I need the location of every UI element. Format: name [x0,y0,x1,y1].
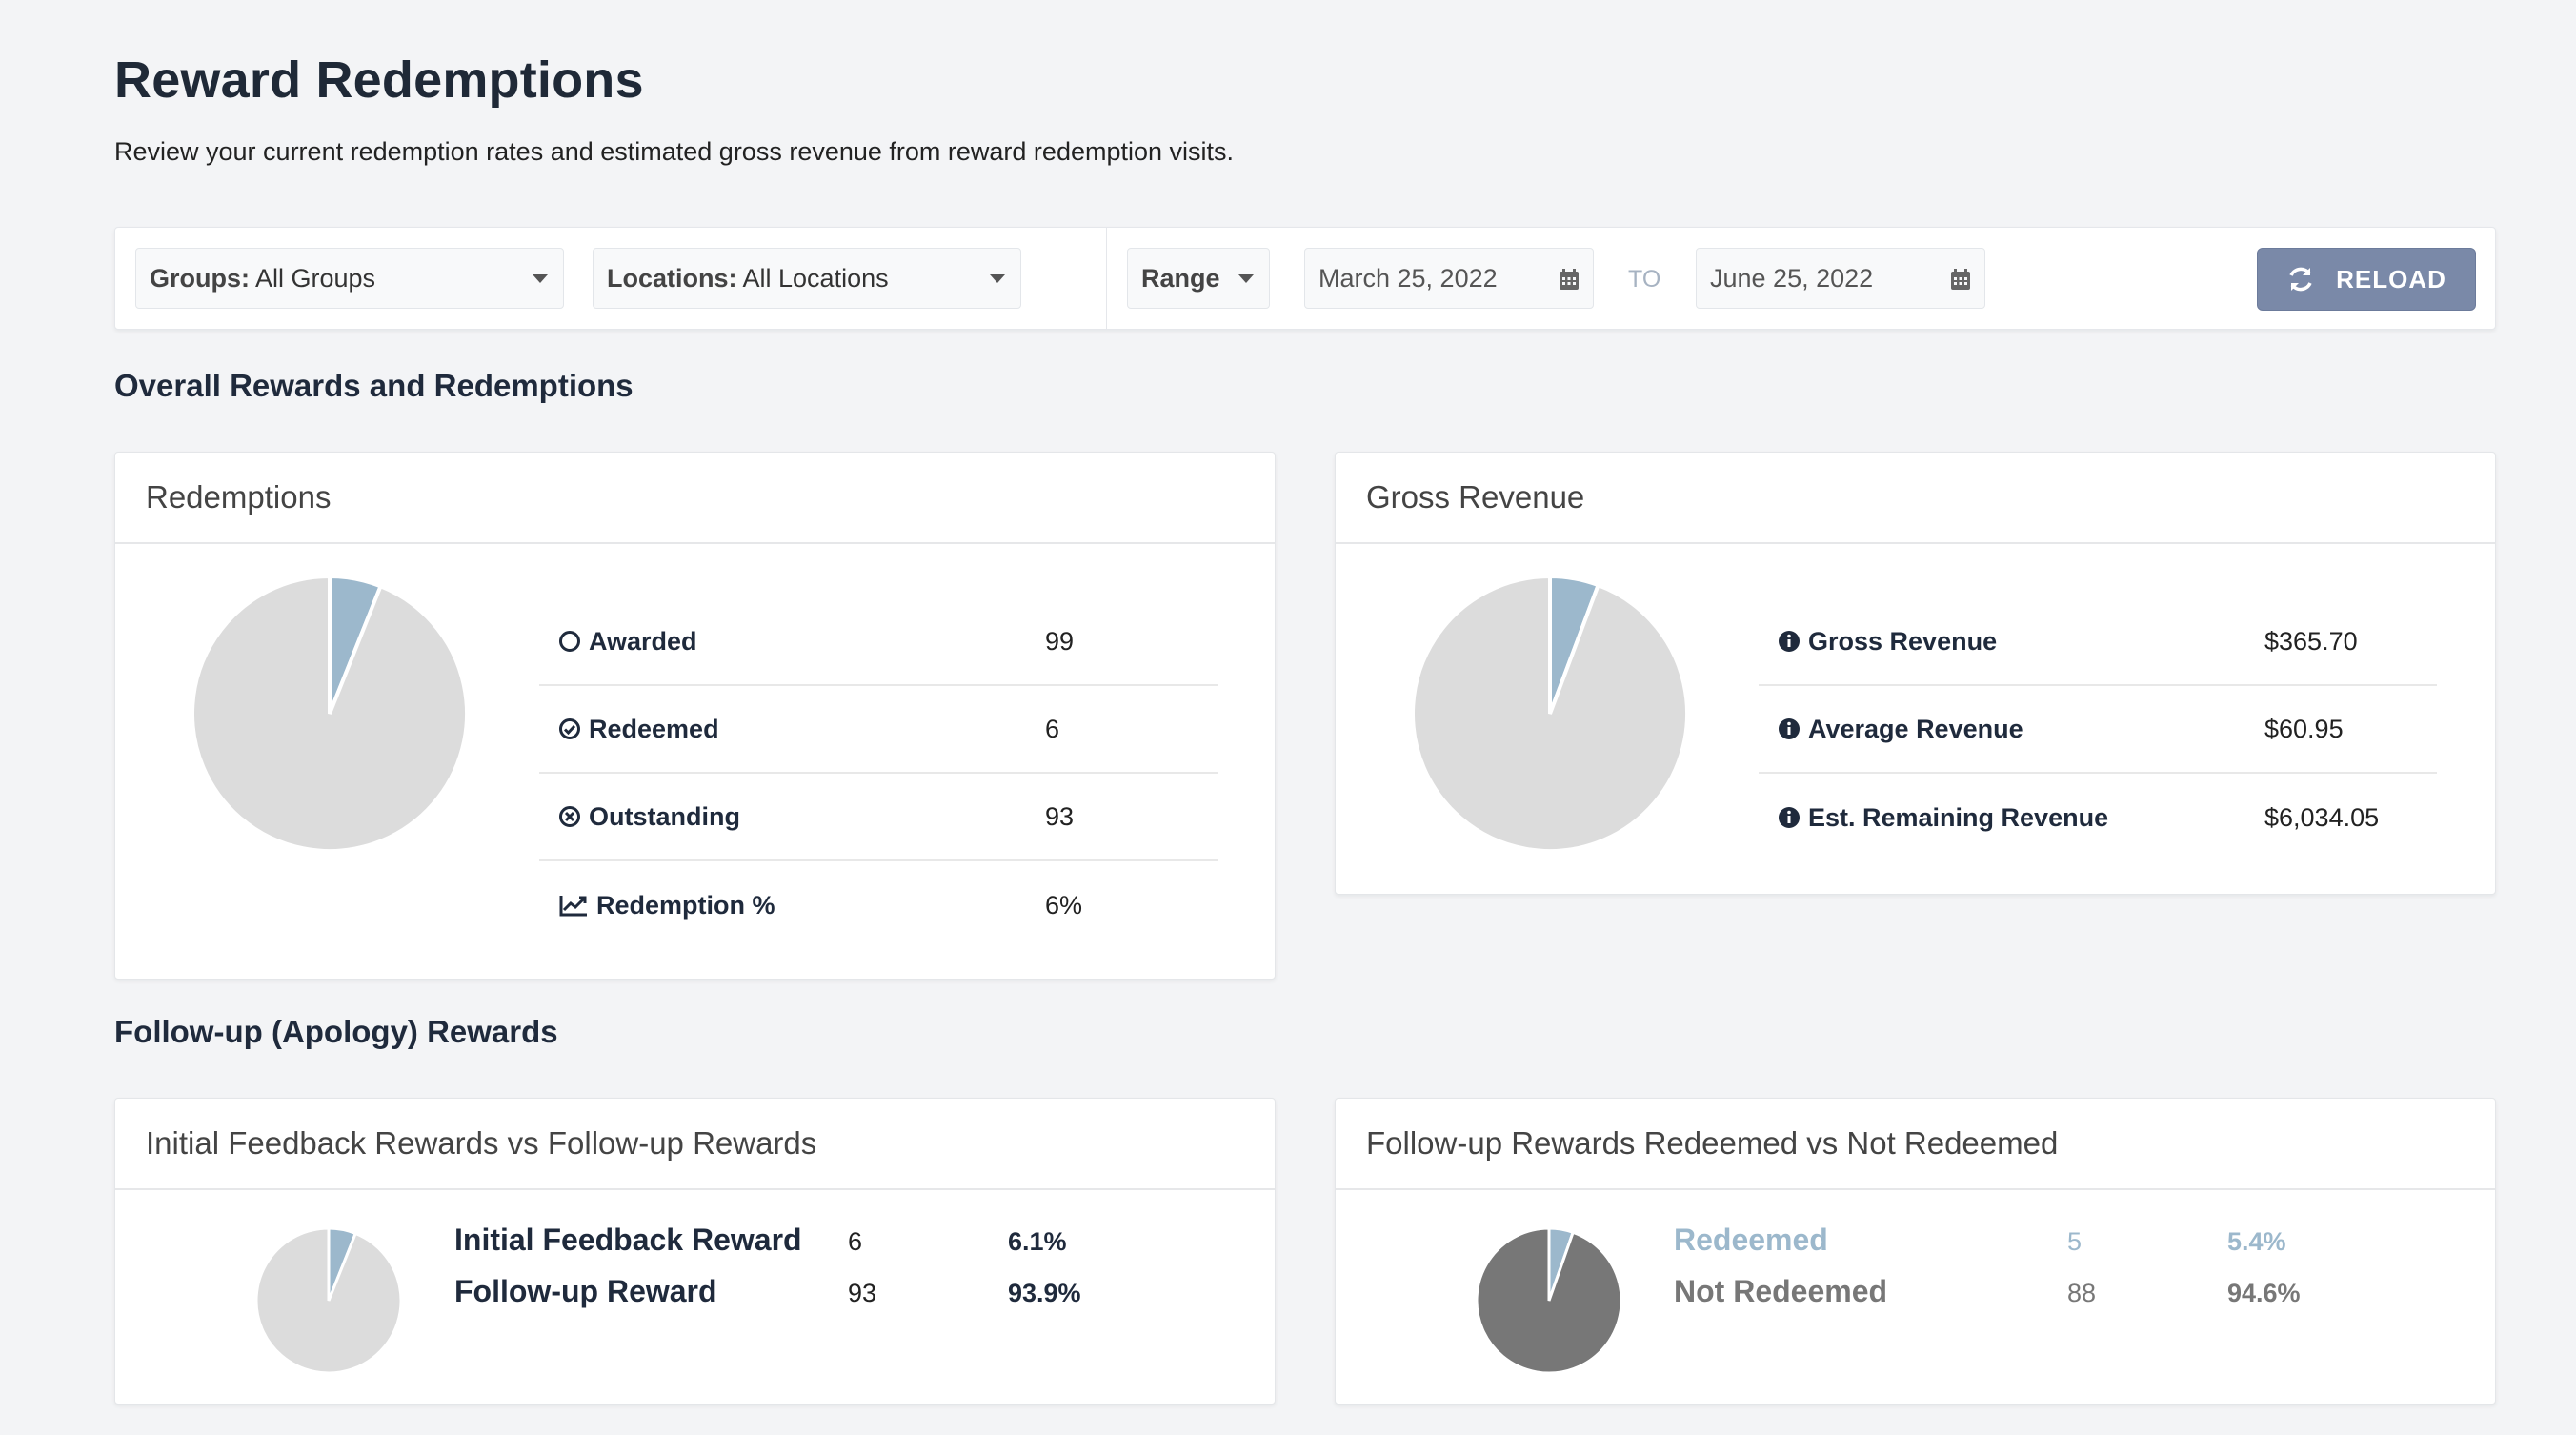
stat-label-text: Est. Remaining Revenue [1808,802,2109,832]
stat-row-redeemed: Redeemed 6 [539,686,1218,774]
locations-value: All Locations [742,263,889,293]
range-label: Range [1141,263,1220,293]
legend-count-not-redeemed: 88 [2067,1279,2097,1307]
stat-value: $60.95 [2264,714,2344,743]
stat-label-text: Redeemed [589,714,719,743]
stat-label-text: Gross Revenue [1808,626,1998,656]
pie-slice-not-redeemed [1475,1226,1623,1375]
check-circle-icon [559,718,580,739]
page-title: Reward Redemptions [114,51,644,109]
legend-label-initial: Initial Feedback Reward [454,1223,802,1257]
info-icon[interactable] [1778,806,1801,829]
line-chart-icon [559,896,587,917]
stat-label-redemption-pct: Redemption % [558,891,775,920]
groups-label: Groups: [150,263,250,293]
legend-count-initial: 6 [848,1227,863,1256]
end-date-input[interactable]: June 25, 2022 [1696,248,1985,309]
chevron-down-icon [1238,274,1254,283]
chevron-down-icon [990,274,1005,283]
legend-pct-initial: 6.1% [1008,1227,1067,1256]
stat-row-outstanding: Outstanding 93 [539,774,1218,861]
stat-label-text: Outstanding [589,801,740,831]
start-date-input[interactable]: March 25, 2022 [1304,248,1594,309]
stat-label-average-revenue[interactable]: Average Revenue [1778,715,2023,744]
end-date-value: June 25, 2022 [1710,263,1874,293]
legend-pct-not-redeemed: 94.6% [2227,1279,2301,1307]
followup-redeemed-pie-chart [1475,1226,1623,1375]
times-circle-icon [559,806,580,827]
stat-label-awarded: Awarded [558,627,697,657]
filter-bar: Groups: All Groups Locations: All Locati… [114,227,2496,330]
locations-label: Locations: [607,263,737,293]
stat-value: 93 [1045,801,1075,831]
groups-value: All Groups [255,263,376,293]
legend-count-redeemed: 5 [2067,1227,2083,1256]
stat-row-average-revenue: Average Revenue $60.95 [1759,686,2437,774]
pie-slice-outstanding [191,575,469,853]
range-select[interactable]: Range [1127,248,1270,309]
start-date-value: March 25, 2022 [1318,263,1498,293]
stat-label-text: Average Revenue [1808,714,2023,743]
section-heading-followup: Follow-up (Apology) Rewards [114,1014,558,1049]
to-label: TO [1628,266,1661,293]
redemptions-pie-chart [191,575,469,853]
divider [1106,228,1107,329]
stat-value: 6% [1045,890,1083,920]
stat-value: $365.70 [2264,626,2358,656]
stat-label-outstanding: Outstanding [558,802,740,832]
legend-label-redeemed: Redeemed [1674,1223,1828,1257]
circle-outline-icon [559,631,580,652]
stat-row-gross-revenue: Gross Revenue $365.70 [1759,598,2437,686]
pie-slice-follow-up-reward [254,1226,403,1375]
calendar-icon[interactable] [1950,268,1971,291]
page-subtitle: Review your current redemption rates and… [114,137,1235,166]
refresh-icon [2289,267,2312,292]
legend-count-followup: 93 [848,1279,877,1307]
stat-value: 6 [1045,714,1060,743]
page: Reward Redemptions Review your current r… [114,50,2496,1405]
stat-label-remaining-revenue[interactable]: Est. Remaining Revenue [1778,803,2108,833]
stat-row-awarded: Awarded 99 [539,598,1218,686]
calendar-icon[interactable] [1559,268,1580,291]
card-title: Follow-up Rewards Redeemed vs Not Redeem… [1336,1099,2495,1190]
card-title: Initial Feedback Rewards vs Follow-up Re… [115,1099,1275,1190]
stat-row-redemption-pct: Redemption % 6% [539,861,1218,949]
card-title: Redemptions [115,453,1275,544]
groups-select[interactable]: Groups: All Groups [135,248,564,309]
followup-redeemed-card: Follow-up Rewards Redeemed vs Not Redeem… [1335,1098,2496,1405]
card-title: Gross Revenue [1336,453,2495,544]
legend-pct-followup: 93.9% [1008,1279,1081,1307]
stat-label-gross-revenue[interactable]: Gross Revenue [1778,627,1997,657]
section-heading-overall: Overall Rewards and Redemptions [114,368,634,403]
redemptions-stats-table: Awarded 99 Redeemed 6 Outstanding 93 Red… [539,598,1218,949]
pie-slice-est-remaining-revenue [1411,575,1689,853]
legend-label-not-redeemed: Not Redeemed [1674,1274,1888,1308]
stat-label-text: Redemption % [596,890,775,920]
gross-revenue-card: Gross Revenue [1335,452,2496,895]
info-icon[interactable] [1778,630,1801,653]
initial-vs-followup-pie-chart [254,1226,403,1375]
redemptions-card: Redemptions [114,452,1276,980]
reload-button[interactable]: RELOAD [2257,248,2476,311]
gross-revenue-stats-table: Gross Revenue $365.70 Average Revenue $6… [1759,598,2437,861]
legend-label-followup: Follow-up Reward [454,1274,717,1308]
stat-value: 99 [1045,626,1075,656]
info-icon[interactable] [1778,718,1801,740]
stat-label-text: Awarded [589,626,697,656]
stat-row-remaining-revenue: Est. Remaining Revenue $6,034.05 [1759,774,2437,861]
stat-value: $6,034.05 [2264,802,2380,832]
locations-select[interactable]: Locations: All Locations [593,248,1021,309]
initial-vs-followup-card: Initial Feedback Rewards vs Follow-up Re… [114,1098,1276,1405]
reload-label: RELOAD [2336,264,2446,293]
legend-pct-redeemed: 5.4% [2227,1227,2286,1256]
stat-label-redeemed: Redeemed [558,715,719,744]
gross-revenue-pie-chart [1411,575,1689,853]
chevron-down-icon [533,274,548,283]
